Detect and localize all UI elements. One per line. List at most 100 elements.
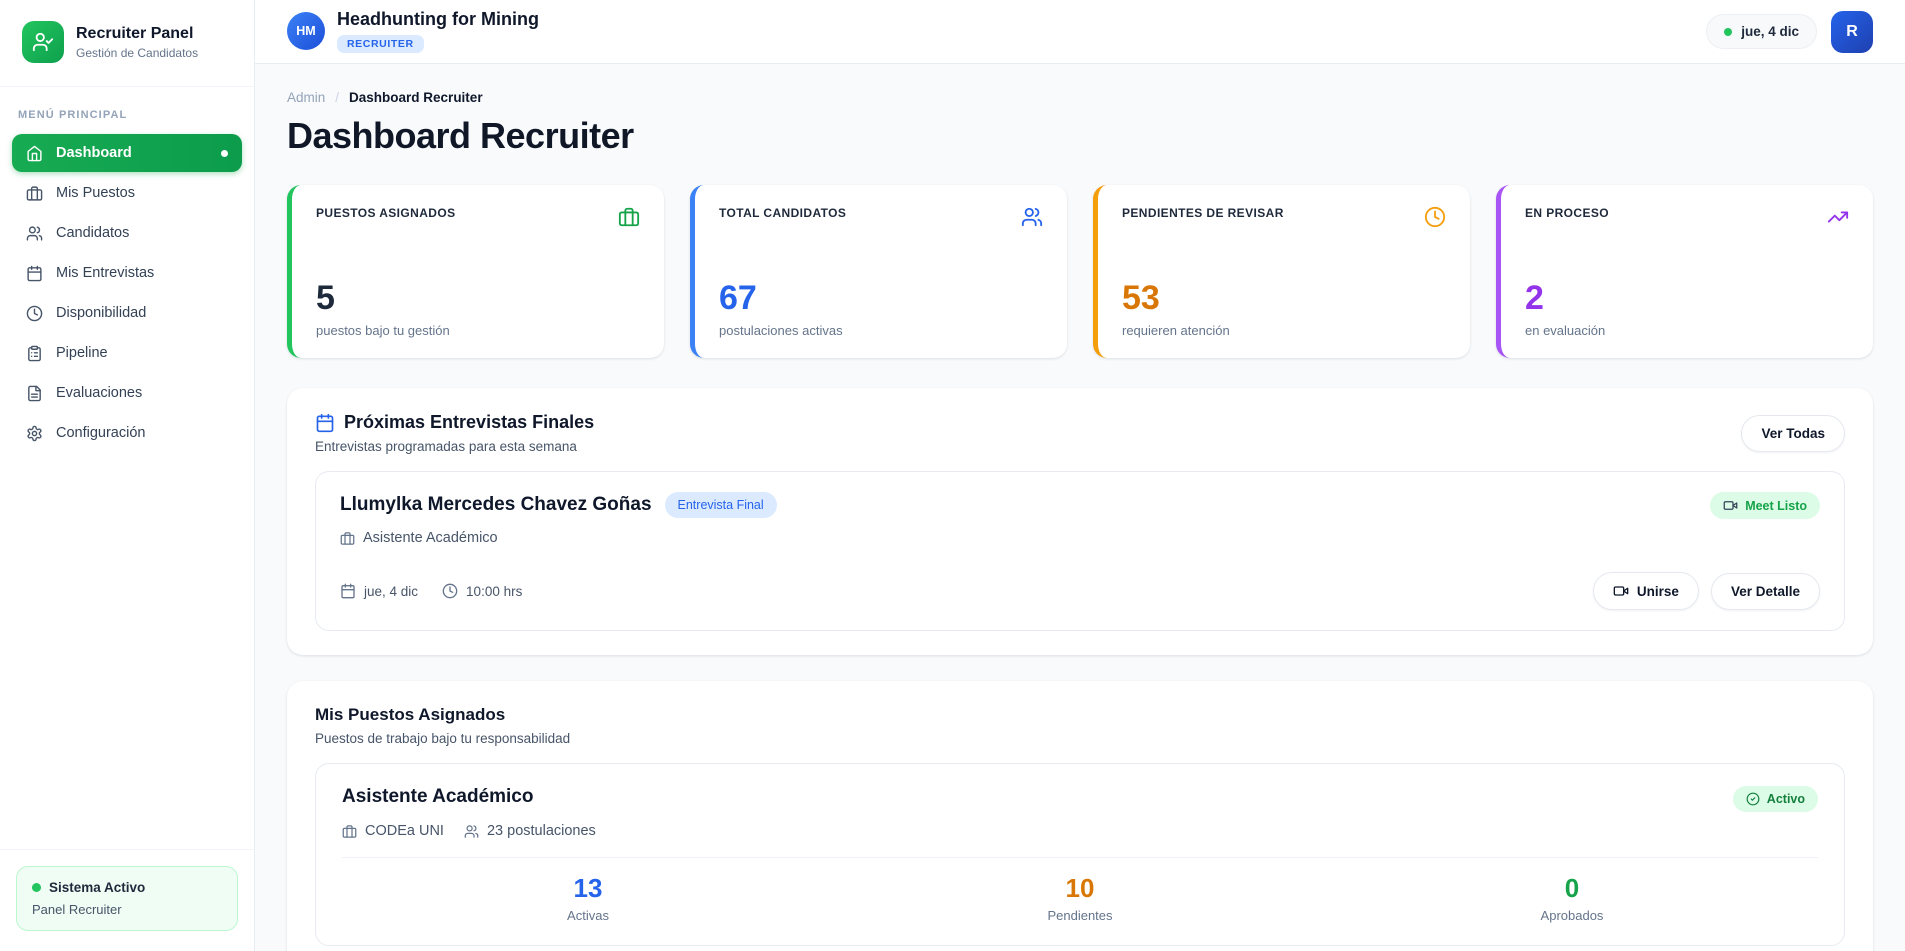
sidebar-item-dashboard[interactable]: Dashboard xyxy=(12,134,242,172)
section-title: Próximas Entrevistas Finales xyxy=(344,412,595,432)
stat-value: 5 xyxy=(316,279,335,317)
main-area: HM Headhunting for Mining RECRUITER jue,… xyxy=(255,0,1905,951)
sidebar-item-pipeline[interactable]: Pipeline xyxy=(12,334,242,372)
upcoming-interviews-section: Próximas Entrevistas Finales Entrevistas… xyxy=(287,388,1873,655)
stat-label: TOTAL CANDIDATOS xyxy=(719,206,847,220)
breadcrumb: Admin / Dashboard Recruiter xyxy=(287,90,1873,105)
sidebar-item-label: Candidatos xyxy=(56,225,130,241)
stat-value: 13 xyxy=(573,873,603,903)
candidate-name: Llumylka Mercedes Chavez Goñas xyxy=(340,494,652,515)
sidebar: Recruiter Panel Gestión de Candidatos ME… xyxy=(0,0,255,951)
sidebar-item-label: Dashboard xyxy=(56,145,132,161)
sidebar-menu: MENÚ PRINCIPAL Dashboard Mis Puestos Can… xyxy=(0,87,254,849)
page-title: Dashboard Recruiter xyxy=(287,115,634,156)
interview-date: jue, 4 dic xyxy=(364,583,419,599)
briefcase-icon xyxy=(618,206,640,228)
stat-caption: en evaluación xyxy=(1525,323,1606,338)
video-icon xyxy=(1723,498,1738,513)
breadcrumb-parent[interactable]: Admin xyxy=(287,90,326,105)
stat-caption: postulaciones activas xyxy=(719,323,843,338)
active-status-badge: Activo xyxy=(1732,786,1818,812)
status-title: Sistema Activo xyxy=(49,880,146,895)
sidebar-item-configuracion[interactable]: Configuración xyxy=(12,414,242,452)
sidebar-item-label: Mis Entrevistas xyxy=(56,265,155,281)
section-subtitle: Puestos de trabajo bajo tu responsabilid… xyxy=(315,731,571,746)
clipboard-icon xyxy=(26,345,43,362)
stat-label: PUESTOS ASIGNADOS xyxy=(316,206,456,220)
sidebar-item-mis-puestos[interactable]: Mis Puestos xyxy=(12,174,242,212)
position-stat-activas: 13 Activas xyxy=(342,875,834,923)
briefcase-icon xyxy=(340,531,355,546)
user-check-icon xyxy=(22,21,64,63)
sidebar-item-mis-entrevistas[interactable]: Mis Entrevistas xyxy=(12,254,242,292)
stat-card-pendientes-revisar: PENDIENTES DE REVISAR 53 requieren atenc… xyxy=(1093,185,1470,358)
online-dot xyxy=(1724,27,1733,36)
position-stats-row: 13 Activas 10 Pendientes 0 Aprobados xyxy=(342,858,1818,923)
stat-value: 53 xyxy=(1122,279,1160,317)
interview-position: Asistente Académico xyxy=(363,530,498,546)
stat-label: Pendientes xyxy=(1047,908,1113,923)
active-indicator-dot xyxy=(221,149,228,157)
sidebar-item-candidatos[interactable]: Candidatos xyxy=(12,214,242,252)
position-card: Asistente Académico Activo CODEa UNI 23 … xyxy=(315,763,1845,946)
user-avatar[interactable]: R xyxy=(1831,10,1873,53)
sidebar-item-label: Configuración xyxy=(56,425,146,441)
briefcase-icon xyxy=(26,185,43,202)
sidebar-header: Recruiter Panel Gestión de Candidatos xyxy=(0,0,254,87)
stat-card-total-candidatos: TOTAL CANDIDATOS 67 postulaciones activa… xyxy=(690,185,1067,358)
clock-icon xyxy=(442,583,458,599)
join-meet-label: Unirse xyxy=(1636,583,1679,599)
status-dot xyxy=(32,883,41,892)
position-company: CODEa UNI xyxy=(365,823,444,839)
topbar: HM Headhunting for Mining RECRUITER jue,… xyxy=(255,0,1905,64)
assigned-positions-section: Mis Puestos Asignados Puestos de trabajo… xyxy=(287,681,1873,951)
system-status-box: Sistema Activo Panel Recruiter xyxy=(16,866,238,931)
stat-value: 10 xyxy=(1065,873,1095,903)
app-title: Recruiter Panel xyxy=(76,24,194,42)
org-title: Headhunting for Mining xyxy=(337,9,539,30)
date-chip: jue, 4 dic xyxy=(1706,14,1817,49)
meet-ready-badge: Meet Listo xyxy=(1710,492,1820,519)
stats-row: PUESTOS ASIGNADOS 5 puestos bajo tu gest… xyxy=(287,185,1873,358)
sidebar-item-evaluaciones[interactable]: Evaluaciones xyxy=(12,374,242,412)
file-text-icon xyxy=(26,385,43,402)
role-badge: RECRUITER xyxy=(337,34,424,53)
content: Admin / Dashboard Recruiter Dashboard Re… xyxy=(255,64,1905,951)
section-title: Mis Puestos Asignados xyxy=(315,705,506,724)
date-chip-label: jue, 4 dic xyxy=(1741,24,1799,39)
breadcrumb-current: Dashboard Recruiter xyxy=(349,90,483,105)
stat-label: Aprobados xyxy=(1540,908,1604,923)
briefcase-icon xyxy=(342,824,357,839)
sidebar-footer: Sistema Activo Panel Recruiter xyxy=(0,849,254,951)
interview-time: 10:00 hrs xyxy=(466,583,523,599)
stat-value: 0 xyxy=(1564,873,1580,903)
sidebar-item-label: Mis Puestos xyxy=(56,185,135,201)
position-title: Asistente Académico xyxy=(342,786,534,807)
stat-caption: puestos bajo tu gestión xyxy=(316,323,450,338)
gear-icon xyxy=(26,425,43,442)
sidebar-item-label: Evaluaciones xyxy=(56,385,143,401)
calendar-icon xyxy=(315,413,335,433)
trending-up-icon xyxy=(1827,206,1849,228)
position-stat-pendientes: 10 Pendientes xyxy=(834,875,1326,923)
interview-card: Llumylka Mercedes Chavez Goñas Entrevist… xyxy=(315,471,1845,631)
stat-caption: requieren atención xyxy=(1122,323,1230,338)
status-subtitle: Panel Recruiter xyxy=(32,902,122,917)
users-icon xyxy=(464,824,479,839)
home-icon xyxy=(26,145,43,162)
sidebar-item-disponibilidad[interactable]: Disponibilidad xyxy=(12,294,242,332)
stat-label: PENDIENTES DE REVISAR xyxy=(1122,206,1284,220)
view-detail-button[interactable]: Ver Detalle xyxy=(1710,572,1820,610)
clock-icon xyxy=(26,305,43,322)
active-status-label: Activo xyxy=(1766,792,1805,806)
position-stat-aprobados: 0 Aprobados xyxy=(1326,875,1818,923)
clock-icon xyxy=(1424,206,1446,228)
view-all-button[interactable]: Ver Todas xyxy=(1741,414,1845,452)
org-avatar: HM xyxy=(287,12,325,51)
stat-card-en-proceso: EN PROCESO 2 en evaluación xyxy=(1496,185,1873,358)
stat-card-puestos-asignados: PUESTOS ASIGNADOS 5 puestos bajo tu gest… xyxy=(287,185,664,358)
meet-ready-label: Meet Listo xyxy=(1745,498,1807,513)
join-meet-button[interactable]: Unirse xyxy=(1592,572,1699,610)
calendar-icon xyxy=(340,583,356,599)
users-icon xyxy=(26,225,43,242)
